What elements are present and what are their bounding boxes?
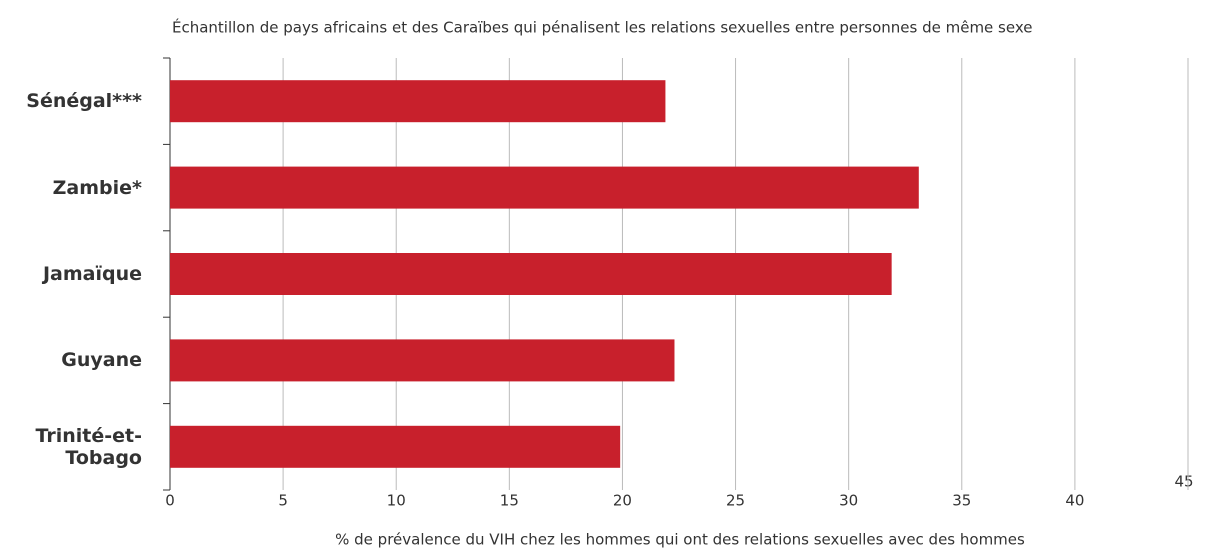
bar — [170, 339, 675, 382]
y-tick-label: Zambie* — [52, 176, 142, 199]
bar — [170, 80, 666, 123]
x-tick-label: 5 — [278, 492, 288, 510]
x-tick-label: 0 — [165, 492, 175, 510]
x-tick-label: 10 — [387, 492, 406, 510]
x-tick-label: 45 — [1174, 473, 1193, 491]
x-axis-label: % de prévalence du VIH chez les hommes q… — [335, 531, 1025, 549]
x-tick-label: 30 — [839, 492, 858, 510]
x-tick-label: 25 — [726, 492, 745, 510]
y-tick-label: Sénégal*** — [26, 90, 142, 113]
x-tick-label: 20 — [613, 492, 632, 510]
x-tick-label: 40 — [1065, 492, 1084, 510]
y-tick-label: Guyane — [61, 349, 142, 372]
chart-title: Échantillon de pays africains et des Car… — [172, 18, 1032, 37]
bar — [170, 253, 892, 295]
x-tick-label: 15 — [500, 492, 519, 510]
y-tick-label: Trinité-et-Tobago — [35, 424, 142, 469]
bar — [170, 166, 919, 209]
x-tick-label: 35 — [952, 492, 971, 510]
bar — [170, 425, 621, 468]
y-tick-label: Jamaïque — [42, 263, 142, 285]
